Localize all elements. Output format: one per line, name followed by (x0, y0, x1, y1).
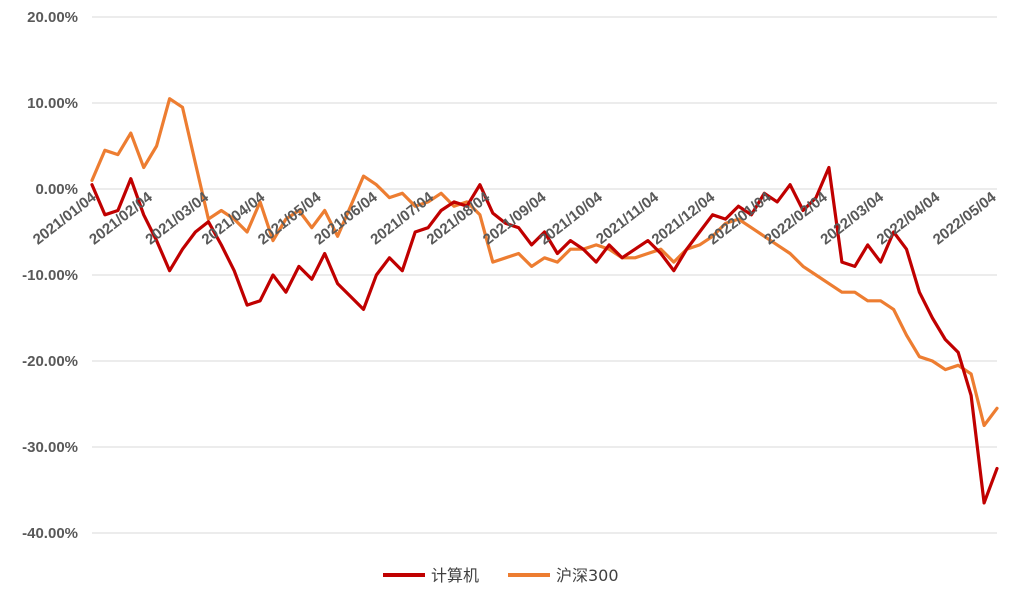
legend-label: 计算机 (431, 566, 479, 585)
gridlines (92, 17, 997, 533)
y-tick-label: 10.00% (27, 95, 78, 112)
y-tick-label: -20.00% (22, 353, 78, 370)
y-tick-label: -40.00% (22, 525, 78, 542)
x-axis-tick-labels: 2021/01/042021/02/042021/03/042021/04/04… (30, 188, 1000, 248)
y-axis-tick-labels: 20.00% 10.00% 0.00% -10.00% -20.00% -30.00% -4… (22, 9, 78, 542)
legend: 计算机 沪深300 (383, 566, 619, 585)
y-tick-label: -30.00% (22, 439, 78, 456)
x-tick-label: 2022/05/04 (930, 188, 1000, 248)
legend-label: 沪深300 (556, 566, 619, 585)
y-tick-label: 20.00% (27, 9, 78, 26)
y-tick-label: -10.00% (22, 267, 78, 284)
series-lines (92, 99, 997, 503)
series-line (92, 99, 997, 426)
y-tick-label: 0.00% (35, 181, 78, 198)
